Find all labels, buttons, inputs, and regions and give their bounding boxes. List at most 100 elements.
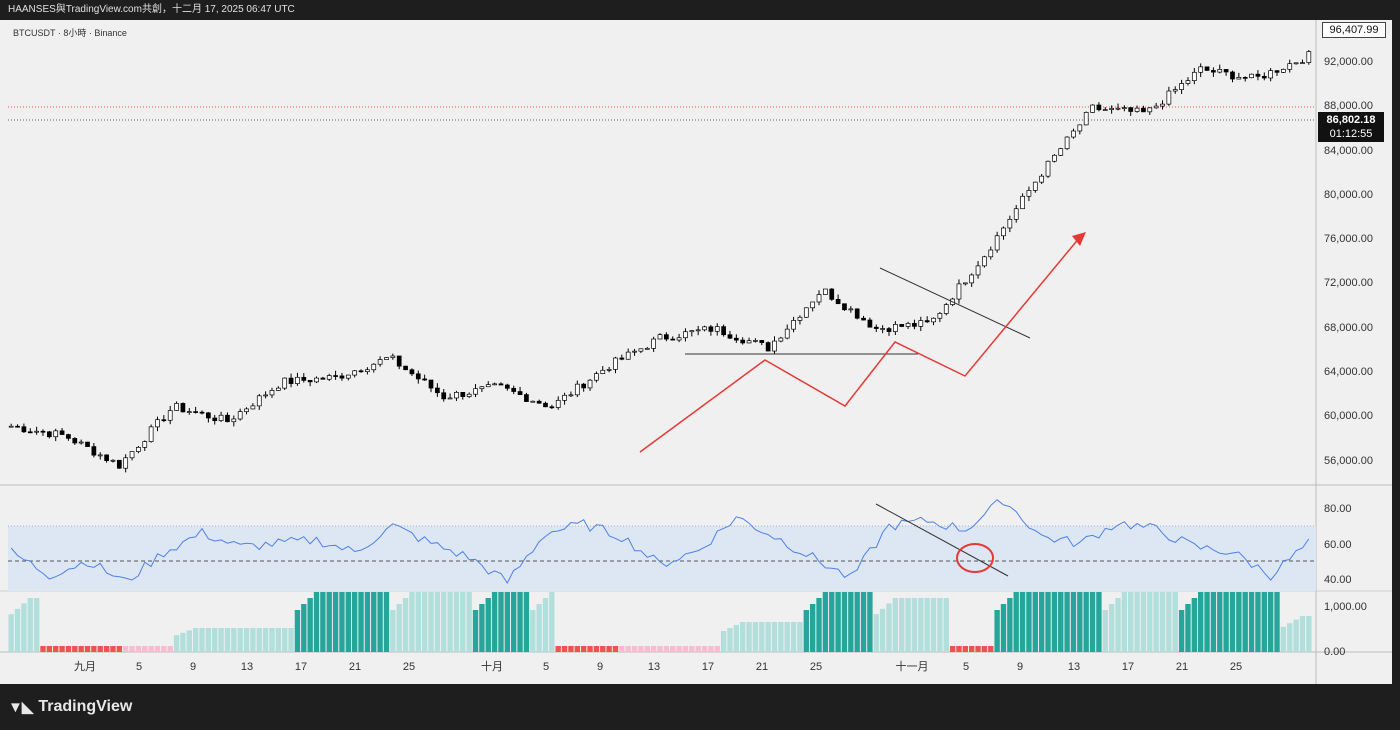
candle-up <box>1249 73 1254 79</box>
candle-down <box>727 334 733 339</box>
candle-up <box>275 387 281 391</box>
histogram-bar <box>472 610 479 652</box>
candle-down <box>504 384 510 389</box>
histogram-bar <box>148 646 154 652</box>
candle-up <box>479 386 485 390</box>
histogram-bar <box>949 646 956 652</box>
candle-down <box>288 377 294 384</box>
candle-up <box>244 408 249 412</box>
time-tick: 十月 <box>481 659 503 673</box>
histogram-bar <box>765 622 771 652</box>
footer-bar: ▼◣ TradingView <box>0 684 1400 730</box>
histogram-bar <box>409 592 415 652</box>
chart-frame[interactable]: BTCUSDT · 8小時 · Binance 92,000.00 88,000… <box>0 20 1392 684</box>
candle-up <box>969 274 975 284</box>
histogram-bar <box>1102 610 1108 652</box>
candle-up <box>250 405 256 410</box>
candle-down <box>441 392 447 400</box>
candle-up <box>78 441 84 444</box>
candle-up <box>880 328 885 330</box>
trend-line[interactable] <box>879 267 1031 339</box>
histogram-bar <box>1083 592 1089 652</box>
histogram-bar <box>383 592 390 652</box>
histogram-bar <box>886 603 892 652</box>
histogram-bar <box>1280 626 1287 652</box>
histogram-bar <box>218 628 224 652</box>
red-zigzag-annotation[interactable] <box>639 236 1081 453</box>
hist-axis[interactable]: 1,000.00 0.00 <box>1324 601 1367 658</box>
red-circle-annotation[interactable] <box>956 543 994 573</box>
marker-timer: 01:12:55 <box>1329 128 1373 140</box>
tradingview-brand[interactable]: ▼◣ TradingView <box>8 698 132 716</box>
histogram-bar <box>612 646 619 652</box>
histogram-bar <box>778 622 784 652</box>
histogram-bar <box>752 622 759 652</box>
histogram-bar <box>33 598 40 652</box>
histogram-bar <box>224 628 231 652</box>
histogram-bar <box>650 646 657 652</box>
histogram-bar <box>1306 616 1312 652</box>
candle-down <box>924 320 930 323</box>
time-tick: 5 <box>963 661 969 673</box>
candle-down <box>664 334 669 340</box>
histogram-bar <box>307 598 313 652</box>
price-tick: 88,000.00 <box>1324 100 1373 112</box>
histogram-bar <box>848 592 854 652</box>
candle-up <box>269 390 275 396</box>
candle-down <box>498 383 504 386</box>
time-tick: 5 <box>136 661 142 673</box>
candle-up <box>466 393 472 397</box>
time-axis[interactable]: 九月 5 9 13 17 21 25 十月 5 9 13 17 21 25 十一月 5 9 13 17 21 25 <box>74 659 1242 673</box>
histogram-bar <box>97 646 103 652</box>
rsi-axis[interactable]: 80.00 60.00 40.00 <box>1324 503 1352 586</box>
chart-canvas[interactable]: 92,000.00 88,000.00 84,000.00 80,000.00 … <box>0 20 1392 684</box>
histogram-bar <box>682 646 689 652</box>
rsi-line[interactable] <box>10 499 1310 584</box>
histogram-bar <box>1019 592 1026 652</box>
histogram-bar <box>498 592 504 652</box>
time-tick: 25 <box>1230 661 1242 673</box>
histogram-bar <box>27 598 33 652</box>
histogram-bar <box>511 592 517 652</box>
candle-up <box>148 426 154 442</box>
time-tick: 十一月 <box>896 659 929 673</box>
histogram-bar <box>65 646 72 652</box>
time-tick: 21 <box>349 661 361 673</box>
candle-up <box>1268 70 1274 79</box>
symbol-label: BTCUSDT · 8小時 · Binance <box>13 28 127 38</box>
candle-down <box>428 379 434 389</box>
price-axis[interactable]: 92,000.00 88,000.00 84,000.00 80,000.00 … <box>1324 56 1373 467</box>
histogram-bar <box>345 592 351 652</box>
histogram-bar <box>479 604 485 652</box>
histogram-bar <box>186 630 192 652</box>
candle-down <box>396 355 402 367</box>
histogram-bar <box>320 592 326 652</box>
histogram-bar <box>332 592 339 652</box>
candle-up <box>848 308 854 311</box>
histogram-bar <box>122 646 129 652</box>
histogram-bar <box>746 622 752 652</box>
candle-up <box>1115 107 1121 110</box>
candle-up <box>638 348 644 352</box>
histogram-bar <box>638 646 644 652</box>
candle-up <box>1102 109 1108 111</box>
histogram-bar <box>282 628 288 652</box>
candle-down <box>116 459 122 469</box>
candle-down <box>721 326 726 336</box>
candle-up <box>988 249 994 258</box>
candle-down <box>40 430 46 433</box>
candle-up <box>1083 112 1089 126</box>
candle-up <box>587 379 593 389</box>
histogram-bar <box>1299 616 1306 652</box>
rsi-trend-line[interactable] <box>875 503 1009 577</box>
candle-up <box>1032 181 1038 191</box>
candle-up <box>644 347 650 350</box>
histogram-bar <box>568 646 574 652</box>
histogram-bar <box>663 646 670 652</box>
candle-up <box>8 425 14 428</box>
histogram-bar <box>1242 592 1248 652</box>
time-tick: 17 <box>702 661 714 673</box>
histogram-bar <box>530 610 536 652</box>
candle-up <box>485 384 491 388</box>
histogram-bar <box>116 646 122 652</box>
